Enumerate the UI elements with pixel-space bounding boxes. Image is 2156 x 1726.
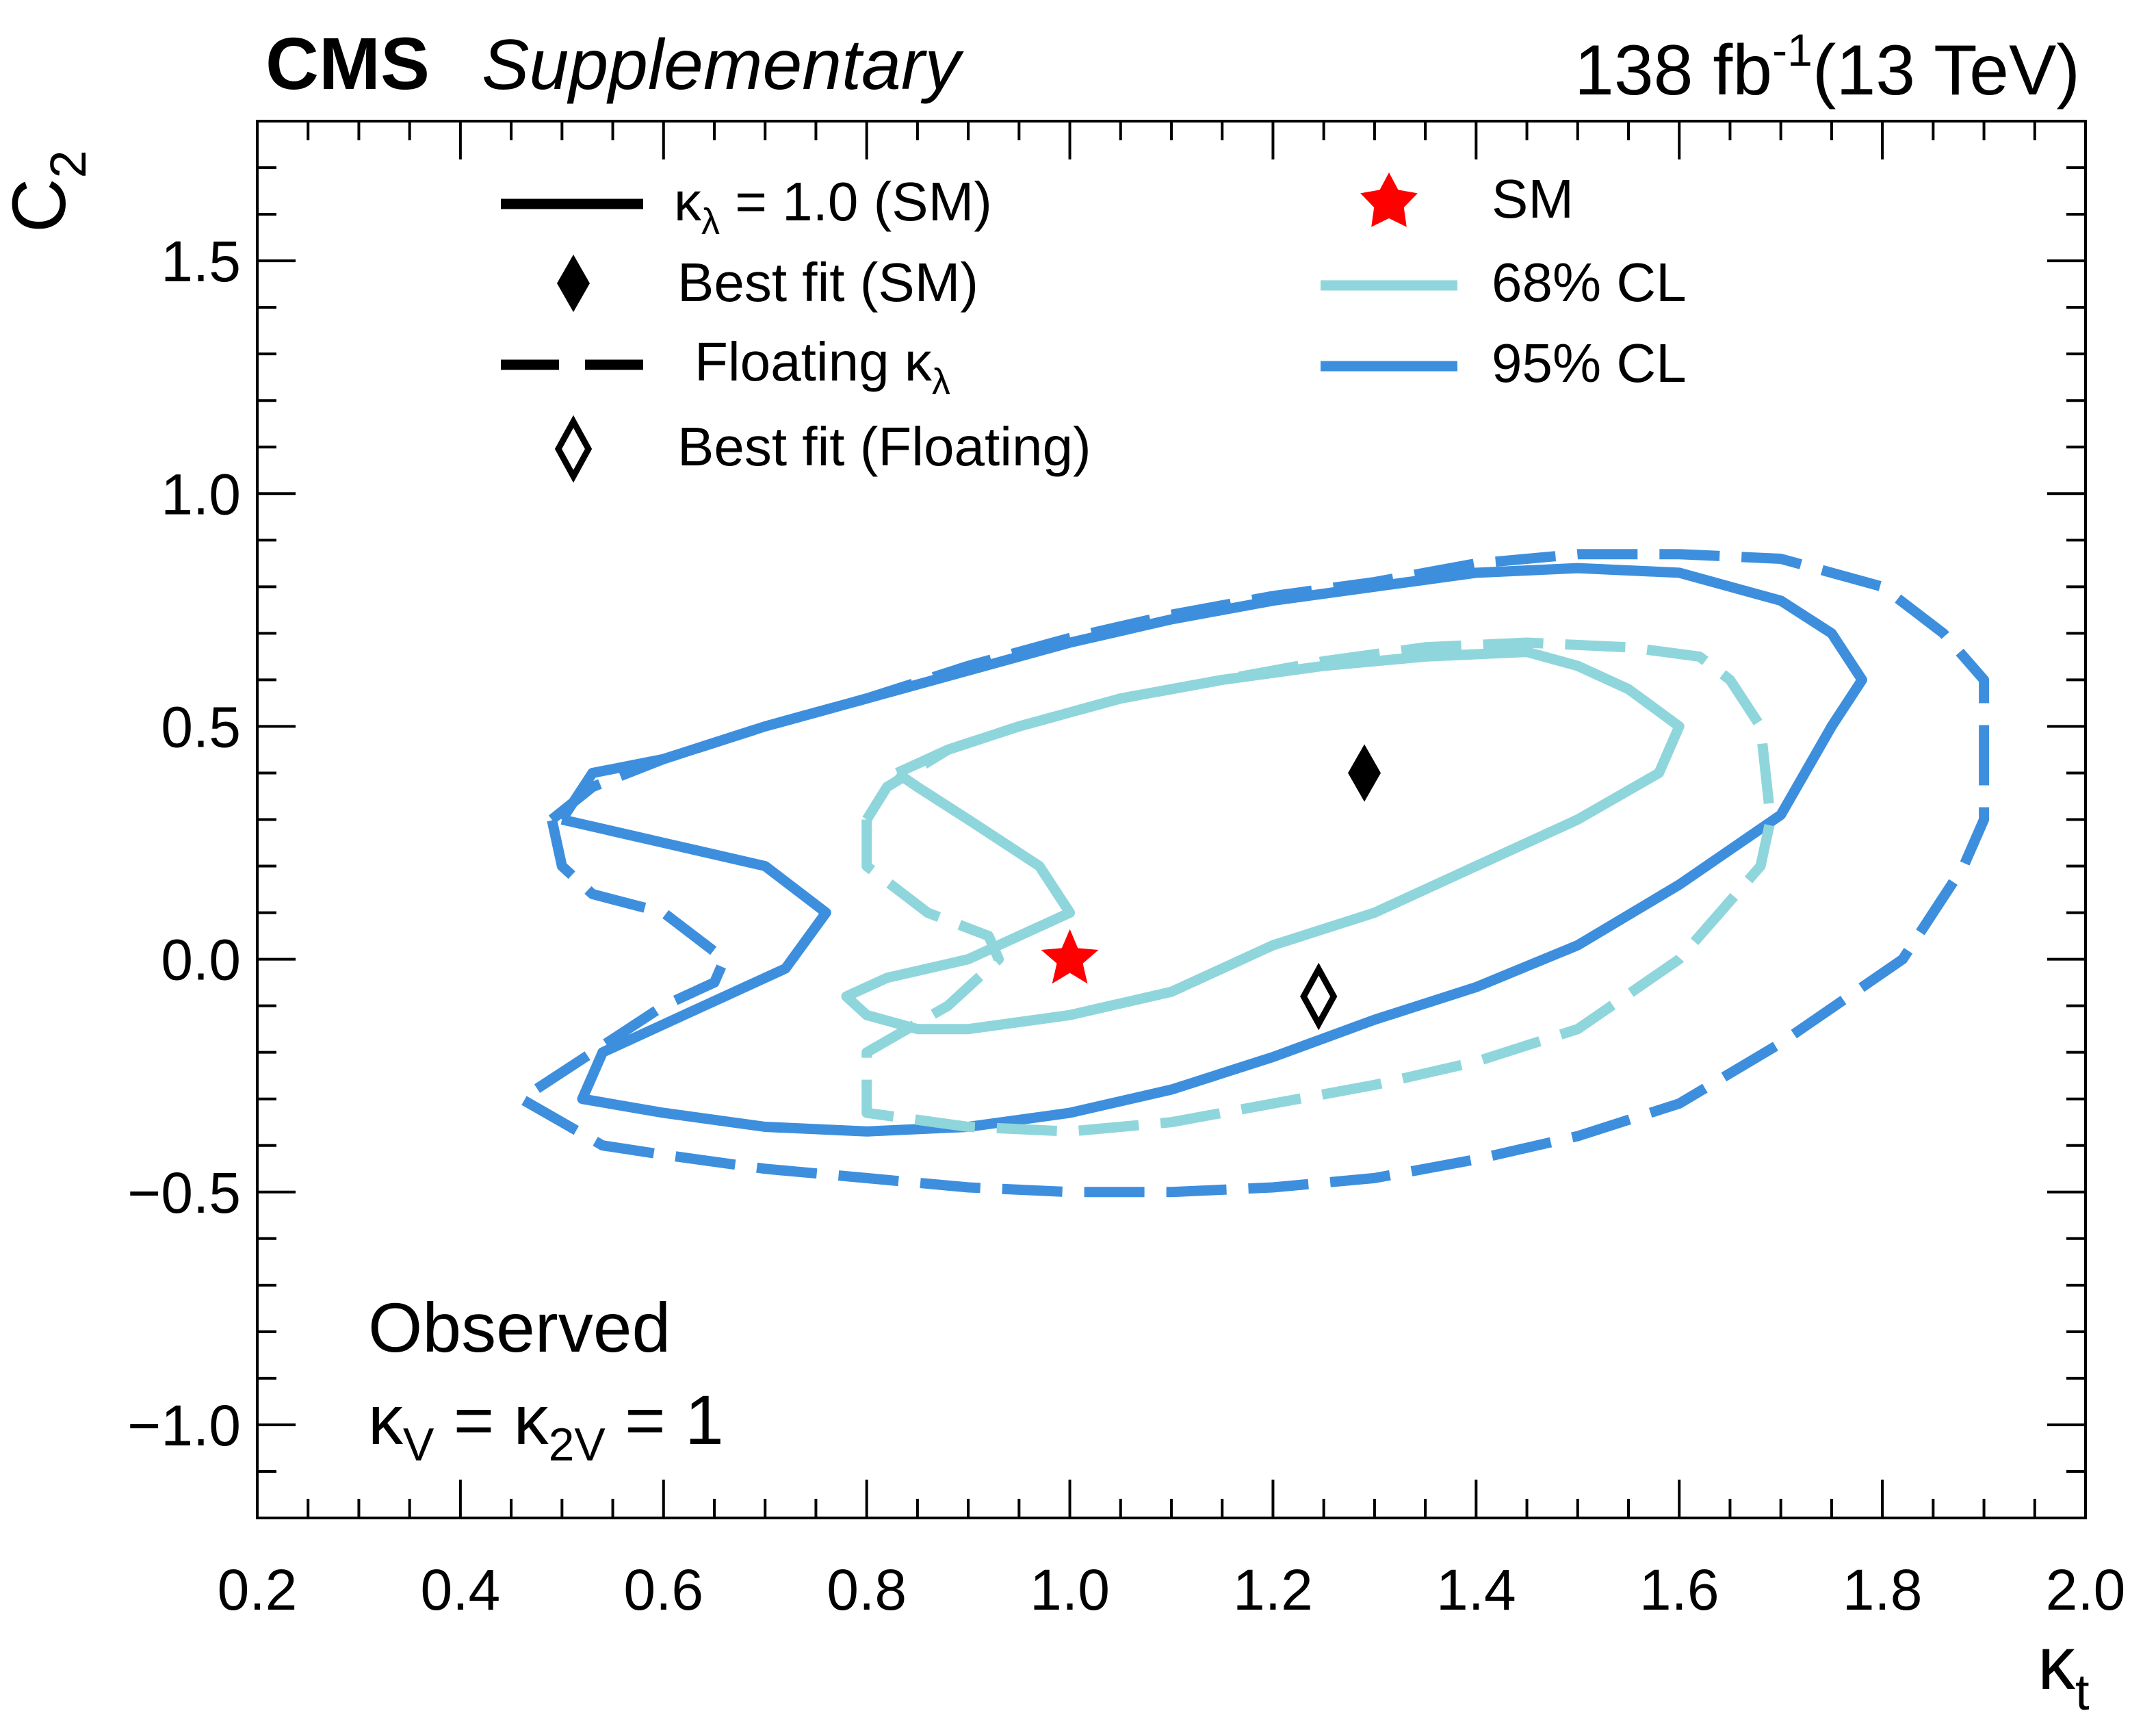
x-tick-label: 0.4 [420,1558,500,1622]
x-tick-label: 1.0 [1030,1558,1110,1622]
x-tick-label: 1.4 [1436,1558,1516,1622]
coupling-condition-label: κV = κ2V = 1 [368,1381,724,1471]
x-tick-label: 0.2 [218,1558,298,1622]
x-tick-label: 1.8 [1843,1558,1923,1622]
y-tick-label: 1.5 [161,229,241,294]
legend-cl95-label: 95% CL [1492,333,1687,394]
y-tick-label: −0.5 [127,1161,241,1225]
observed-label: Observed [368,1289,671,1367]
markers [1041,744,1381,1031]
legend-sm-star-icon [1360,172,1418,227]
y-tick-label: 0.0 [161,928,241,992]
y-axis-title: C2 [0,150,96,233]
legend-dashed-label: Floating κλ [694,331,950,402]
best-fit-floating-marker [1300,962,1338,1031]
legend-filled-diamond-icon [557,255,590,312]
contour-68-dashed [861,637,1776,1137]
x-tick-label: 0.8 [827,1558,907,1622]
contour-95-solid [558,563,1867,1137]
legend: κλ = 1.0 (SM) Best fit (SM) Floating κλ … [501,168,1687,483]
y-tick-labels: 1.5 1.0 0.5 0.0 −0.5 −1.0 [127,229,241,1458]
x-axis-title: κt [2038,1621,2090,1721]
lumi-label: 138 fb-1(13 TeV) [1574,25,2080,110]
experiment-label: CMS [265,22,430,105]
legend-solid-label: κλ = 1.0 (SM) [674,171,992,242]
energy-label: (13 TeV) [1813,31,2080,110]
legend-best-fit-floating-label: Best fit (Floating) [677,416,1091,477]
y-tick-label: 1.0 [161,462,241,526]
legend-open-diamond-icon [554,415,593,483]
axis-ticks [256,120,2087,1519]
x-tick-label: 2.0 [2046,1558,2126,1622]
contour-95-dashed [516,549,1990,1198]
x-tick-label: 0.6 [623,1558,703,1622]
best-fit-sm-marker [1348,744,1381,802]
lumi-exponent: -1 [1772,25,1813,75]
y-tick-label: −1.0 [127,1393,241,1458]
legend-best-fit-sm-label: Best fit (SM) [677,252,978,313]
contours [516,549,1990,1198]
legend-cl68-label: 68% CL [1492,252,1687,313]
x-tick-labels: 0.2 0.4 0.6 0.8 1.0 1.2 1.4 1.6 1.8 2.0 [218,1558,2126,1622]
sm-point-star [1041,929,1099,984]
lumi-value: 138 fb [1574,31,1772,110]
x-tick-label: 1.6 [1639,1558,1719,1622]
contour-68-solid [841,647,1685,1035]
y-tick-label: 0.5 [161,695,241,759]
x-tick-label: 1.2 [1233,1558,1313,1622]
legend-sm-label: SM [1492,168,1574,229]
supplementary-label: Supplementary [482,25,965,105]
